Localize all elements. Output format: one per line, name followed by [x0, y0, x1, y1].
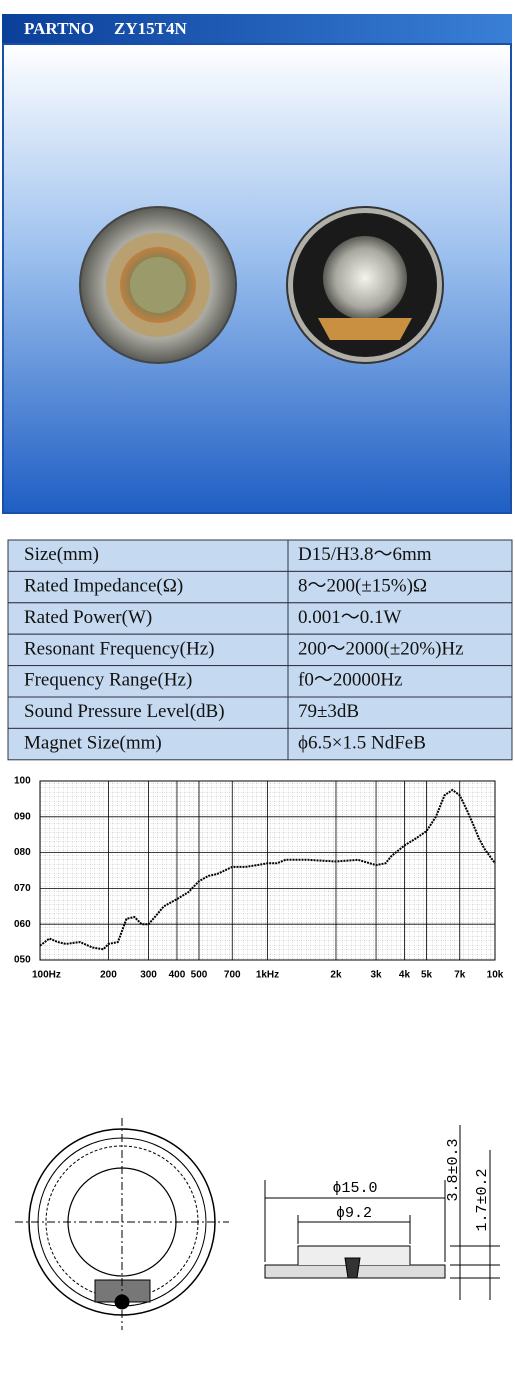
height-dimension: 3.8±0.3: [445, 1138, 462, 1201]
spec-value-cell: [287, 727, 513, 761]
spec-label-cell: [7, 602, 289, 635]
spec-label-cell: [7, 633, 289, 667]
spec-value-cell: [287, 602, 513, 635]
spec-value: 0.001～0.1W: [298, 607, 402, 628]
x-tick-label: 100Hz: [32, 970, 61, 981]
spec-value-cell: [287, 633, 513, 667]
spec-label-cell: [7, 665, 289, 698]
spec-value: ϕ6.5×1.5 NdFeB: [298, 732, 426, 753]
spec-table: Size(mm) D15/H3.8～6mm Rated Impedance(Ω) 8～…: [7, 539, 513, 761]
y-tick-label: 060: [14, 919, 31, 930]
spec-value: D15/H3.8～6mm: [298, 544, 432, 565]
spec-value-cell: [287, 665, 513, 698]
spec-value: 200～2000(±20%)Hz: [298, 638, 464, 659]
spec-value: f0～20000Hz: [298, 670, 402, 691]
y-tick-label: 070: [14, 883, 31, 894]
spec-label-cell: [7, 727, 289, 761]
x-tick-label: 200: [100, 970, 117, 981]
spec-label: Size(mm): [24, 544, 99, 565]
y-tick-label: 090: [14, 811, 31, 822]
spec-value: 8～200(±15%)Ω: [298, 575, 427, 596]
y-tick-label: 050: [14, 955, 31, 966]
y-tick-label: 080: [14, 847, 31, 858]
x-tick-label: 300: [140, 970, 157, 981]
x-tick-label: 1kHz: [256, 970, 279, 981]
part-number: ZY15T4N: [114, 19, 187, 38]
x-tick-label: 400: [169, 970, 186, 981]
depth-dimension: 1.7±0.2: [474, 1168, 491, 1231]
spec-label: Rated Power(W): [24, 607, 152, 628]
x-tick-label: 3k: [370, 970, 382, 981]
header-label: PARTNO: [24, 19, 94, 38]
x-tick-label: 10k: [487, 970, 504, 981]
y-tick-label: 100: [14, 776, 31, 787]
spec-value: 79±3dB: [298, 701, 359, 722]
x-tick-label: 7k: [454, 970, 466, 981]
spec-label: Magnet Size(mm): [24, 732, 162, 753]
outer-diameter: ϕ15.0: [332, 1180, 377, 1197]
spec-label: Frequency Range(Hz): [24, 670, 192, 691]
inner-diameter: ϕ9.2: [336, 1205, 372, 1222]
spec-value-cell: [287, 570, 513, 604]
x-tick-label: 700: [224, 970, 241, 981]
speaker-back: [286, 206, 444, 364]
header-bar: [2, 14, 512, 44]
speaker-front: [79, 206, 237, 364]
x-tick-label: 2k: [330, 970, 342, 981]
x-tick-label: 4k: [399, 970, 411, 981]
spec-label: Sound Pressure Level(dB): [24, 701, 225, 722]
spec-value-cell: [287, 539, 513, 572]
spec-label-cell: [7, 696, 289, 729]
spec-label: Rated Impedance(Ω): [24, 575, 183, 596]
x-tick-label: 500: [191, 970, 208, 981]
x-tick-label: 5k: [421, 970, 433, 981]
spec-label: Resonant Frequency(Hz): [24, 638, 214, 659]
drawing-front: [15, 1118, 229, 1330]
drawing-side: [264, 1125, 500, 1300]
